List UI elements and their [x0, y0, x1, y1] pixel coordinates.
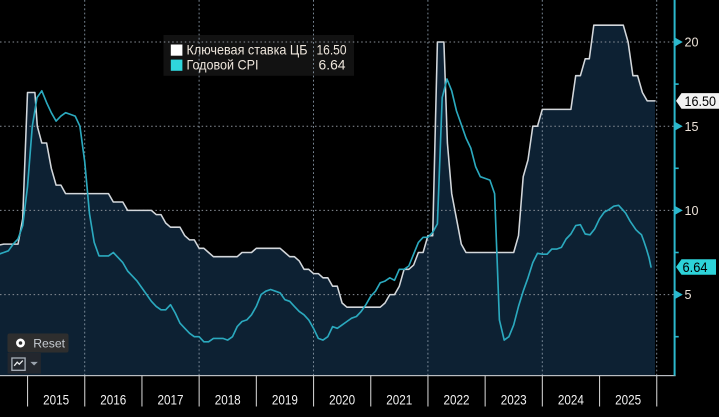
svg-text:2023: 2023	[501, 393, 527, 408]
svg-text:2017: 2017	[158, 393, 184, 408]
svg-text:2015: 2015	[43, 393, 69, 408]
svg-text:Reset: Reset	[33, 336, 65, 350]
svg-text:2025: 2025	[615, 393, 641, 408]
svg-text:2020: 2020	[329, 393, 355, 408]
svg-text:2024: 2024	[558, 393, 584, 408]
svg-text:6.64: 6.64	[319, 57, 346, 73]
svg-text:2018: 2018	[215, 393, 241, 408]
svg-text:20: 20	[685, 36, 699, 50]
svg-text:6.64: 6.64	[683, 260, 708, 275]
svg-text:5: 5	[685, 288, 692, 302]
svg-text:16.50: 16.50	[317, 42, 347, 58]
svg-text:10: 10	[685, 204, 699, 218]
svg-text:Годовой CPI: Годовой CPI	[187, 57, 259, 73]
svg-text:2021: 2021	[386, 393, 412, 408]
svg-text:2016: 2016	[100, 393, 126, 408]
svg-text:16.50: 16.50	[685, 94, 717, 109]
svg-text:2022: 2022	[444, 393, 470, 408]
svg-text:2019: 2019	[272, 393, 298, 408]
svg-text:Ключевая ставка ЦБ: Ключевая ставка ЦБ	[187, 42, 308, 58]
svg-text:15: 15	[685, 120, 699, 134]
